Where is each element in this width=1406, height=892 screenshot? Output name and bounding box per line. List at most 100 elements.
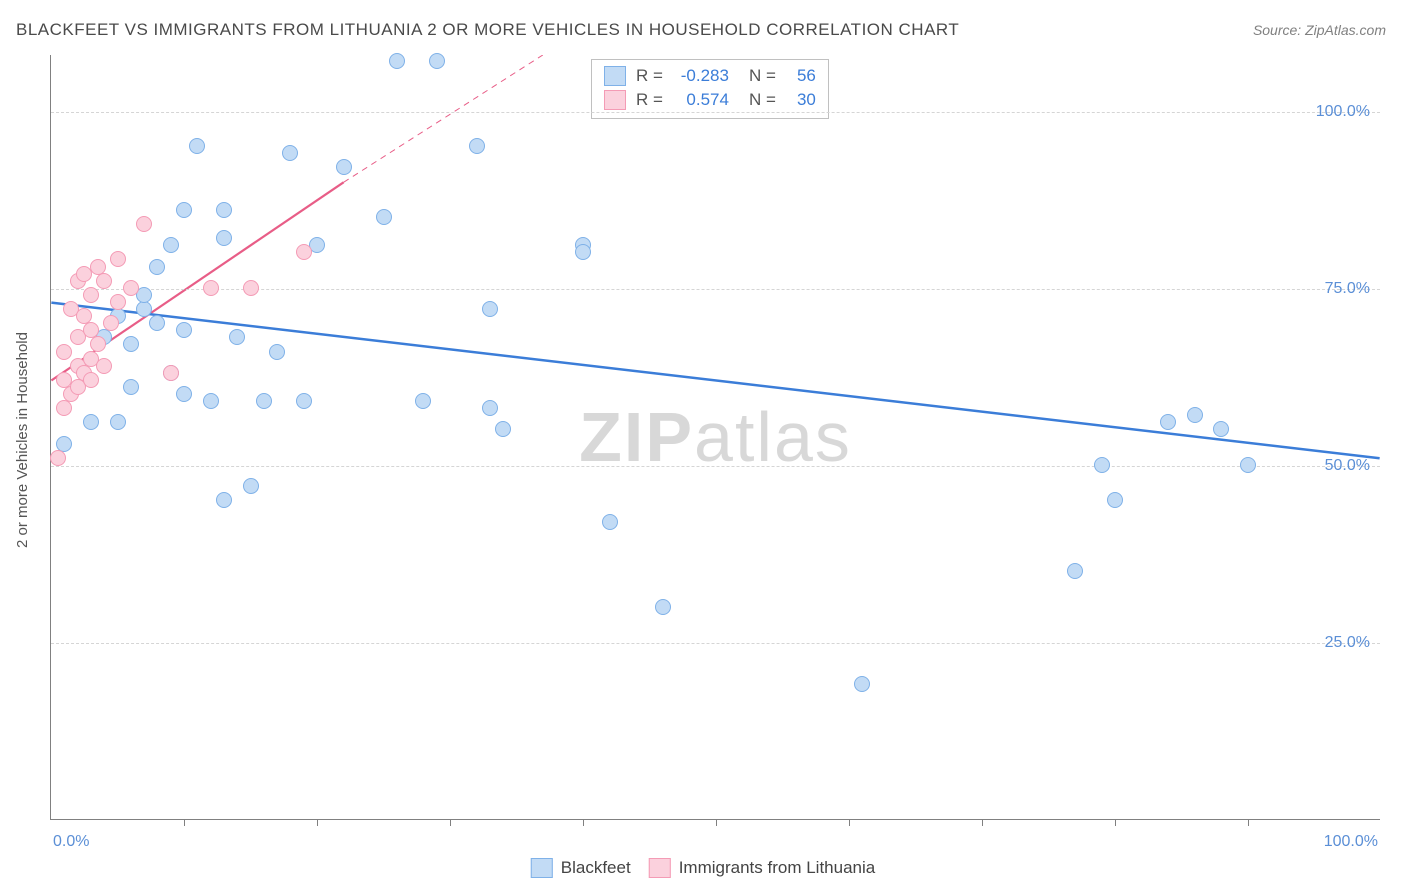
x-tick [716,819,717,826]
data-point [282,145,298,161]
data-point [482,400,498,416]
x-tick [317,819,318,826]
legend-swatch [604,66,626,86]
stat-r-label: R = [636,66,663,86]
data-point [575,244,591,260]
y-tick-label: 100.0% [1316,103,1370,121]
stat-r-value: 0.574 [673,90,729,110]
data-point [103,315,119,331]
data-point [149,259,165,275]
data-point [123,280,139,296]
data-point [269,344,285,360]
gridline [51,643,1380,644]
data-point [163,365,179,381]
stat-r-label: R = [636,90,663,110]
data-point [415,393,431,409]
y-tick-label: 75.0% [1325,280,1370,298]
data-point [482,301,498,317]
y-tick-label: 50.0% [1325,457,1370,475]
x-tick [184,819,185,826]
data-point [1187,407,1203,423]
data-point [1067,563,1083,579]
data-point [176,202,192,218]
legend-label: Immigrants from Lithuania [679,858,876,878]
legend-item: Blackfeet [531,858,631,878]
data-point [96,358,112,374]
data-point [83,287,99,303]
series-legend: Blackfeet Immigrants from Lithuania [531,858,875,878]
regression-lines [51,55,1380,819]
data-point [256,393,272,409]
legend-swatch [649,858,671,878]
x-tick [849,819,850,826]
data-point [336,159,352,175]
data-point [56,400,72,416]
data-point [1107,492,1123,508]
stats-row: R = 0.574 N = 30 [604,88,816,112]
data-point [1213,421,1229,437]
watermark-bold: ZIP [579,398,694,476]
y-axis-title: 2 or more Vehicles in Household [14,332,31,548]
data-point [854,676,870,692]
x-label-max: 100.0% [1324,833,1378,851]
data-point [389,53,405,69]
data-point [110,414,126,430]
data-point [123,379,139,395]
source-attribution: Source: ZipAtlas.com [1253,22,1386,38]
legend-label: Blackfeet [561,858,631,878]
stats-row: R = -0.283 N = 56 [604,64,816,88]
data-point [123,336,139,352]
data-point [149,315,165,331]
data-point [469,138,485,154]
data-point [229,329,245,345]
data-point [56,344,72,360]
legend-item: Immigrants from Lithuania [649,858,876,878]
x-tick [1248,819,1249,826]
stat-r-value: -0.283 [673,66,729,86]
plot-area: ZIPatlas R = -0.283 N = 56 R = 0.574 N = 30 25.… [50,55,1380,820]
chart-title: BLACKFEET VS IMMIGRANTS FROM LITHUANIA 2… [16,20,959,40]
data-point [203,393,219,409]
data-point [136,216,152,232]
data-point [216,202,232,218]
legend-swatch [531,858,553,878]
stat-n-value: 30 [786,90,816,110]
x-label-min: 0.0% [53,833,89,851]
data-point [429,53,445,69]
data-point [296,393,312,409]
x-tick [1115,819,1116,826]
stats-legend: R = -0.283 N = 56 R = 0.574 N = 30 [591,59,829,119]
legend-swatch [604,90,626,110]
data-point [296,244,312,260]
data-point [1240,457,1256,473]
data-point [163,237,179,253]
y-tick-label: 25.0% [1325,634,1370,652]
data-point [136,301,152,317]
data-point [655,599,671,615]
data-point [96,273,112,289]
gridline [51,112,1380,113]
data-point [176,386,192,402]
data-point [1160,414,1176,430]
data-point [243,478,259,494]
data-point [90,336,106,352]
data-point [189,138,205,154]
x-tick [450,819,451,826]
data-point [376,209,392,225]
data-point [495,421,511,437]
x-tick [583,819,584,826]
stat-n-value: 56 [786,66,816,86]
data-point [176,322,192,338]
stat-n-label: N = [749,90,776,110]
data-point [203,280,219,296]
data-point [83,372,99,388]
data-point [83,414,99,430]
watermark-light: atlas [694,398,852,476]
data-point [216,230,232,246]
stat-n-label: N = [749,66,776,86]
data-point [602,514,618,530]
gridline [51,466,1380,467]
data-point [243,280,259,296]
x-tick [982,819,983,826]
data-point [50,450,66,466]
